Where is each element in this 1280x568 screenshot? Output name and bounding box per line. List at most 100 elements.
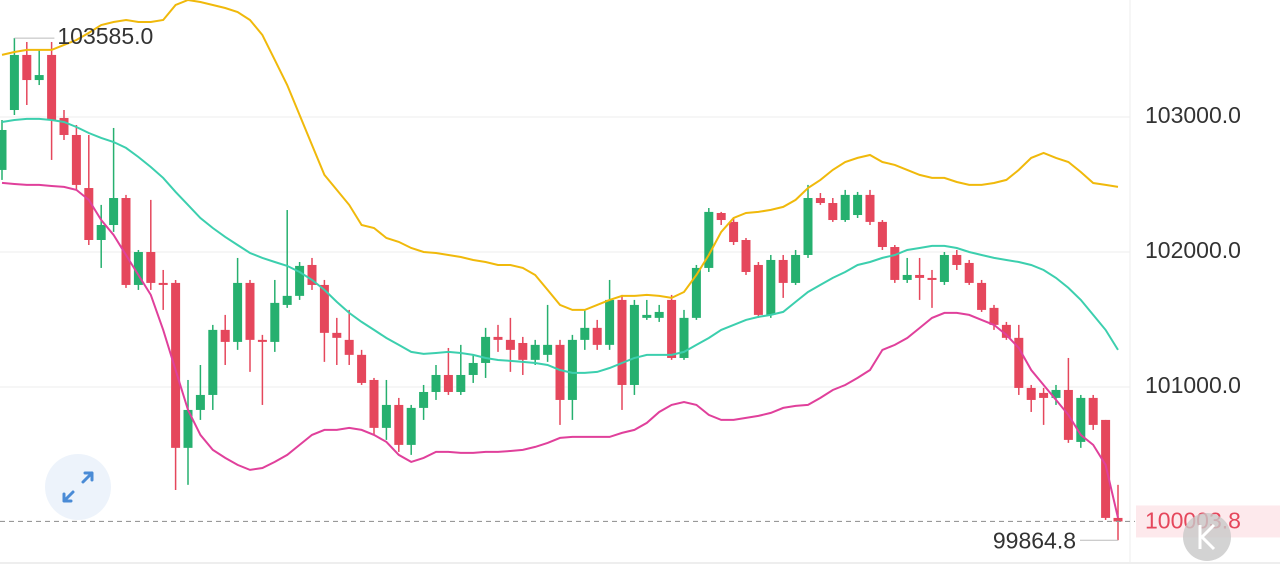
candle-body	[555, 344, 565, 400]
candle-body	[766, 259, 776, 315]
band-line	[1, 181, 1119, 519]
candle-body	[815, 198, 825, 204]
candle-body	[642, 314, 652, 318]
candle-body	[567, 339, 577, 400]
candle-body	[456, 374, 466, 392]
candle-body	[443, 374, 453, 392]
candle-body	[332, 332, 342, 338]
candle-body	[146, 252, 156, 283]
candle-body	[679, 317, 689, 358]
candle-body	[791, 254, 801, 283]
candle-body	[96, 225, 106, 240]
candle-body	[431, 374, 441, 392]
candle-body	[468, 362, 478, 375]
candle-body	[530, 344, 540, 360]
band-line	[1, 0, 1119, 311]
candle-body	[927, 277, 937, 280]
candle-body	[853, 194, 863, 216]
candle-body	[704, 211, 714, 268]
candle-body	[220, 329, 230, 342]
candle-body	[195, 394, 205, 410]
candle-body	[729, 221, 739, 243]
candle-body	[654, 311, 664, 318]
candle-body	[902, 274, 912, 280]
candle-body	[71, 134, 81, 185]
y-tick-label: 101000.0	[1145, 372, 1241, 398]
candle-body	[667, 299, 677, 358]
candle-body	[617, 299, 627, 385]
candle-body	[245, 282, 255, 340]
candle-body	[592, 327, 602, 345]
candle-body	[381, 404, 391, 428]
candle-body	[319, 284, 329, 333]
candle-body	[877, 221, 887, 248]
min-marker-label: 99864.8	[993, 527, 1076, 553]
candle-body	[47, 54, 57, 120]
band-line	[1, 117, 1119, 374]
candle-body	[1039, 392, 1049, 398]
candle-body	[691, 267, 701, 318]
candle-body	[158, 282, 168, 285]
candle-body	[580, 327, 590, 340]
candle-body	[716, 212, 726, 221]
candle-body	[939, 254, 949, 282]
candle-body	[109, 198, 119, 226]
candle-body	[1026, 387, 1036, 400]
candle-body	[34, 75, 44, 81]
plot-area	[0, 0, 1123, 541]
candle-body	[481, 336, 491, 363]
candle-body	[171, 282, 181, 448]
logo-watermark	[1183, 513, 1231, 561]
grid: 101000.0 102000.0 103000.0	[0, 102, 1241, 398]
candle-body	[133, 252, 143, 285]
candle-body	[257, 339, 267, 342]
candle-body	[989, 307, 999, 325]
candle-body	[295, 265, 305, 296]
candle-body	[964, 262, 974, 283]
candle-body	[307, 264, 317, 285]
candle-body	[419, 391, 429, 408]
candle-body	[183, 409, 193, 448]
candle-body	[1076, 397, 1086, 442]
candle-body	[121, 198, 131, 285]
candle-body	[977, 282, 987, 310]
candle-body	[505, 339, 515, 350]
candle-body	[357, 354, 367, 383]
candle-body	[59, 117, 69, 135]
candle-body	[1051, 389, 1061, 398]
y-tick-label: 103000.0	[1145, 102, 1241, 128]
candle-body	[1014, 337, 1024, 388]
candle-body	[1088, 397, 1098, 425]
candle-body	[208, 329, 218, 395]
candle-body	[828, 203, 838, 221]
candle-body	[753, 264, 763, 315]
candle-body	[865, 194, 875, 222]
candle-body	[282, 295, 292, 305]
candle-body	[0, 129, 7, 170]
candle-body	[493, 336, 503, 340]
candle-body	[270, 302, 280, 342]
candle-body	[952, 254, 962, 265]
candle-body	[369, 379, 379, 428]
candle-body	[778, 259, 788, 283]
candle-body	[9, 54, 19, 111]
y-tick-label: 102000.0	[1145, 237, 1241, 263]
candle-body	[344, 339, 354, 355]
candle-body	[741, 239, 751, 272]
max-marker-label: 103585.0	[57, 23, 153, 49]
candle-body	[394, 404, 404, 445]
candle-body	[1113, 517, 1123, 522]
candle-body	[1001, 324, 1011, 338]
candle-body	[22, 54, 32, 81]
candle-body	[233, 282, 243, 342]
candle-body	[629, 304, 639, 385]
candle-body	[406, 407, 416, 445]
expand-button[interactable]	[45, 454, 111, 520]
candle-body	[915, 274, 925, 278]
candle-body	[840, 194, 850, 221]
candle-body	[605, 299, 615, 345]
candle-body	[543, 344, 553, 355]
candle-body	[890, 247, 900, 280]
